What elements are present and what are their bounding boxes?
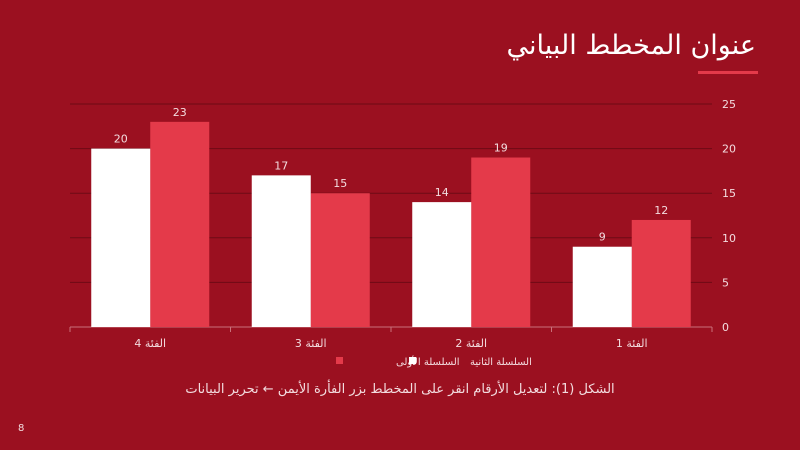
bar-series1 [631,219,691,327]
data-label: 14 [435,186,449,199]
x-tick-label: الفئة 1 [616,337,648,350]
figure-caption: الشكل (1): لتعديل الأرقام انقر على المخط… [185,382,615,397]
bar-series1 [150,121,210,327]
data-label: 17 [274,159,288,172]
data-label: 15 [333,177,347,190]
y-tick-label: 5 [722,276,729,289]
bar-series2 [251,175,311,327]
data-label: 23 [173,106,187,119]
y-tick-label: 0 [722,321,729,334]
y-tick-label: 20 [722,143,736,156]
bar-series2 [91,148,151,327]
bar-series2 [572,246,632,327]
y-tick-label: 15 [722,187,736,200]
page-number: 8 [18,423,25,434]
legend-label-series2: السلسلة الثانية [470,357,532,368]
bar-chart: 0 5 10 15 20 25 12 9 الفئة 1 19 14 الفئة 2 15 17 الفئة… [69,98,736,368]
y-tick-label: 25 [722,98,736,111]
bar-series2 [412,202,472,327]
bar-series1 [310,193,370,327]
x-tick-label: الفئة 3 [295,337,327,350]
title-underline [698,71,758,74]
data-label: 12 [654,204,668,217]
y-tick-label: 10 [722,232,736,245]
x-tick-label: الفئة 4 [134,337,166,350]
data-label: 19 [494,142,508,155]
x-tick-label: الفئة 2 [455,337,487,350]
legend-swatch-series2 [409,357,416,364]
data-label: 20 [114,133,128,146]
legend-label-series1: السلسلة الأولى [396,355,460,368]
legend-swatch-series1 [336,357,343,364]
data-label: 9 [599,231,606,244]
chart-title: عنوان المخطط البياني [506,30,756,61]
bar-series1 [471,157,531,327]
